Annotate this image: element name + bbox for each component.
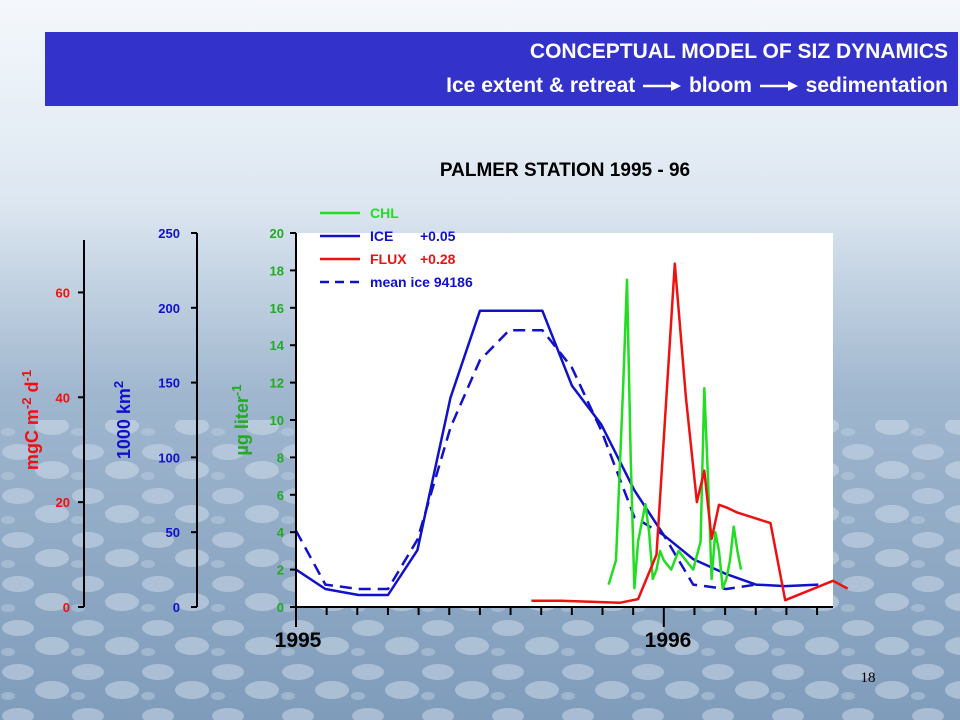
ice-tick-label: 100 [158,450,180,465]
x-tick-label-1995: 1995 [275,629,322,652]
plot-area [296,233,833,607]
legend-label: ICE [370,228,393,244]
ice-tick-label: 50 [166,525,180,540]
arrow-right-icon [643,81,682,92]
flux-axis-title-sup: -1 [19,370,34,382]
ice-tick-label: 0 [173,600,180,615]
chl-tick-label: 12 [270,376,284,391]
legend-note: +0.28 [420,251,456,267]
subtitle-part-sedimentation: sedimentation [805,74,948,97]
chl-tick-label: 20 [270,226,284,241]
legend-label: CHL [370,205,399,221]
chl-tick-label: 0 [277,600,284,615]
legend-label: FLUX [370,251,407,267]
ice-axis-title-sup: 2 [111,381,126,388]
chl-tick-label: 18 [270,263,284,278]
chl-tick-label: 10 [270,413,284,428]
series-line-chl [607,278,743,590]
chl-tick-label: 16 [270,301,284,316]
chl-tick-label: 2 [277,563,284,578]
series-line-ice [295,309,819,597]
ice-tick-label: 200 [158,301,180,316]
subtitle-part-ice: Ice extent & retreat [446,74,636,97]
ice-tick-label: 150 [158,376,180,391]
chl-axis-title-sup: -1 [229,385,244,397]
legend-note: +0.05 [420,228,456,244]
axes-layer: 0 20 40 60 0 50 100 150 200 250 0 2 4 6 8 10 12 14 16 18 20 [56,226,833,627]
flux-axis-title-part: d [22,381,42,397]
flux-tick-label: 40 [56,390,70,405]
chart-legend: CHL ICE +0.05 FLUX +0.28 mean ice 94186 [320,205,473,290]
x-tick-label-1996: 1996 [645,629,692,652]
flux-tick-label: 20 [56,495,70,510]
chl-tick-label: 4 [277,525,285,540]
chart-title: PALMER STATION 1995 - 96 [440,160,690,181]
chl-tick-label: 8 [277,450,284,465]
ice-axis-title-part: 1000 km [114,388,134,459]
flux-tick-label: 0 [63,600,70,615]
subtitle-part-bloom: bloom [688,74,752,97]
series-layer [294,262,849,605]
slide-subtitle: Ice extent & retreat bloom sedimentation [446,74,948,98]
chl-tick-label: 14 [270,338,285,353]
flux-axis-title-sup: -2 [19,397,34,409]
arrow-right-icon [759,81,798,92]
ice-axis-title: 1000 km2 [111,381,134,459]
chl-axis-title: µg liter-1 [229,385,252,456]
page-number: 18 [861,670,876,686]
series-line-flux [531,262,849,605]
chl-tick-label: 6 [277,488,284,503]
chl-axis-title-part: µg liter [232,396,252,455]
flux-axis-title-part: mgC m [22,409,42,470]
flux-axis-title: mgC m-2 d-1 [19,370,42,470]
title-banner: CONCEPTUAL MODEL OF SIZ DYNAMICS Ice ext… [45,32,958,106]
legend-label: mean ice 94186 [370,274,473,290]
ice-tick-label: 250 [158,226,180,241]
slide-title: CONCEPTUAL MODEL OF SIZ DYNAMICS [529,40,948,63]
flux-tick-label: 60 [56,285,70,300]
